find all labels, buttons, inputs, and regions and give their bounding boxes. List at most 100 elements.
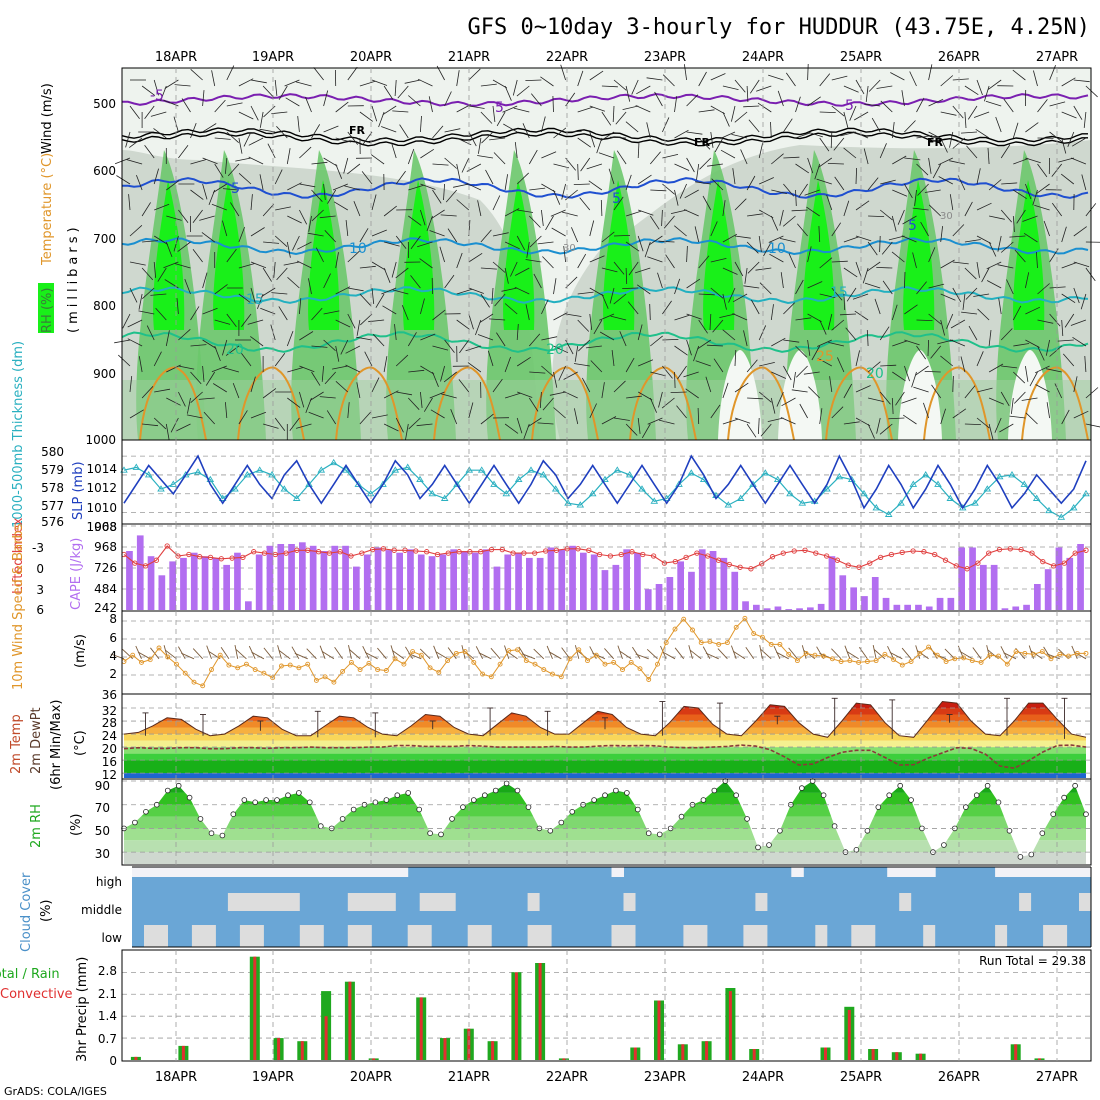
wind-barb [371, 105, 378, 122]
wind-barb [876, 267, 893, 269]
pressure-tick: 500 [93, 97, 116, 111]
rh-marker [460, 804, 466, 810]
surface-wind-barb [662, 651, 676, 660]
wind-barb [181, 98, 191, 113]
wind-barb [732, 168, 736, 185]
wind-marker [541, 667, 547, 673]
rh-marker [700, 797, 707, 803]
cape-bar [245, 601, 252, 610]
wind-barb [817, 357, 832, 367]
li-marker [834, 557, 841, 563]
contour-label: 30 [940, 211, 953, 222]
wind-barb [588, 180, 603, 191]
wind-barb [504, 85, 512, 101]
wind-marker [655, 661, 660, 667]
surface-wind-barb [349, 649, 361, 660]
cape-bar [807, 607, 814, 610]
li-marker [261, 550, 268, 556]
wind-barb [720, 149, 736, 159]
cloud-mid-clear [1079, 893, 1091, 911]
wind-barb [1073, 105, 1083, 120]
wind-barb [964, 201, 973, 217]
wind-barb [359, 228, 369, 243]
wind-barb [1073, 410, 1089, 419]
wind-barb [250, 194, 253, 211]
wind-barb [585, 345, 602, 349]
li-marker [1072, 550, 1078, 556]
thickness-marker [897, 499, 905, 506]
wind-barb [722, 418, 739, 425]
cloud-high-clear [371, 867, 385, 877]
wind-barb [423, 397, 433, 412]
rh-marker [995, 799, 1002, 806]
wind-barb [150, 111, 167, 117]
wind-barb [976, 235, 992, 244]
wind-barb [323, 310, 340, 315]
temp-axis-label: 2m Temp [9, 714, 24, 774]
wind-barb [274, 235, 288, 247]
wind-barb [916, 163, 929, 176]
surface-wind-barb [447, 647, 457, 660]
wind-barb [287, 277, 300, 289]
wind-barb [542, 397, 554, 411]
thickness-tick: 580 [41, 445, 64, 459]
wind-barb [371, 79, 388, 86]
wind-barb [127, 338, 143, 347]
wind-barb [686, 94, 699, 107]
wind-barb [710, 73, 726, 81]
wind-barb [674, 189, 679, 206]
wind-barb [780, 417, 796, 425]
wind-barb [987, 147, 990, 165]
wind-barb [359, 111, 374, 122]
wind-barb [170, 417, 179, 433]
wind-barb [677, 365, 687, 380]
precip-grid [122, 971, 1091, 1039]
wind-barb [311, 161, 328, 165]
temp-polyline [123, 700, 1087, 738]
wind-barb [837, 357, 845, 373]
surface-wind-barb [1046, 653, 1060, 660]
wind-barb [891, 397, 894, 415]
wind-marker [628, 659, 634, 665]
wind-barb [868, 397, 884, 402]
wind-marker [261, 670, 267, 676]
surface-wind-barb [689, 649, 702, 660]
wind-barb [950, 319, 966, 329]
wind-barb [440, 365, 445, 382]
wind-barb [686, 157, 695, 173]
wind-barb [327, 189, 337, 204]
wind-barb [928, 98, 944, 107]
wind-barb [335, 286, 351, 295]
thickness-marker [354, 480, 363, 487]
wind-barb [136, 174, 143, 191]
wind-barb [706, 344, 723, 347]
lifted-index-line [121, 543, 1089, 572]
wind-barb [876, 417, 881, 434]
wind-barb [553, 371, 558, 388]
wind-barb [771, 371, 787, 379]
thickness-marker [144, 471, 153, 478]
thickness-marker [255, 466, 264, 473]
wind-barb [912, 252, 917, 269]
li-marker [888, 551, 895, 558]
temp-band [124, 747, 1086, 754]
li-marker [607, 553, 614, 559]
wind-barb [589, 105, 606, 112]
li-marker [986, 550, 992, 556]
wind-barb [299, 209, 308, 225]
cloud-high-clear [1019, 867, 1032, 877]
rh-marker [514, 787, 521, 794]
wind-barb [552, 95, 554, 113]
wind-marker [620, 667, 625, 673]
wind-barb [1036, 183, 1050, 194]
wind-barb [371, 287, 375, 304]
wind-barb [525, 259, 542, 263]
precip-convective-bar [728, 991, 732, 1060]
cape-bar [612, 564, 620, 610]
wind-barb [988, 179, 1002, 191]
wind-barb [1025, 412, 1038, 425]
wind-barb [420, 183, 436, 190]
wind-marker [996, 653, 1001, 659]
wind-barb [938, 176, 953, 185]
rh-low-band [122, 380, 1091, 440]
